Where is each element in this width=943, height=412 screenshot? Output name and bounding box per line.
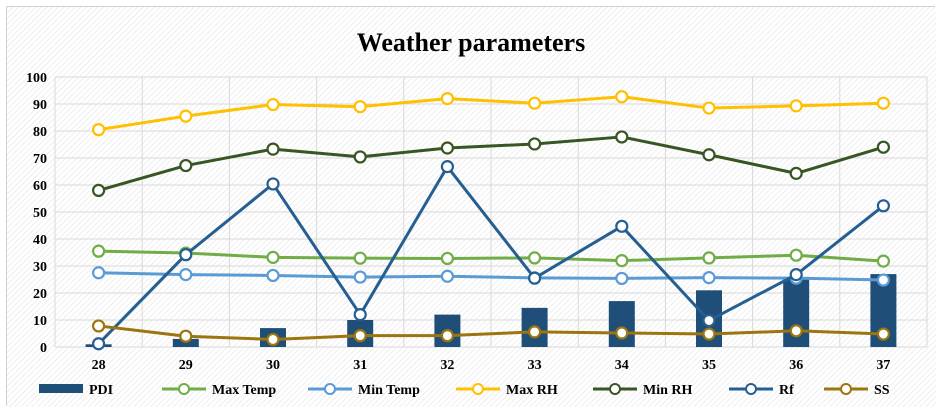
min-rh-legend-marker (610, 384, 620, 394)
min-rh-point (180, 160, 191, 171)
min-rh-legend-label: Min RH (643, 383, 693, 398)
x-tick-label: 28 (92, 358, 106, 373)
rf-point (791, 269, 802, 280)
y-tick-label: 40 (33, 233, 47, 248)
max-temp-point (704, 252, 715, 263)
max-rh-point (616, 91, 627, 102)
min-rh-point (878, 142, 889, 153)
rf-legend-label: Rf (779, 383, 794, 398)
ss-point (355, 330, 366, 341)
y-tick-label: 100 (26, 71, 47, 86)
max-temp-point (442, 253, 453, 264)
chart-frame: Weather parameters 0 10 20 30 40 50 60 70 80 90 10… (6, 6, 935, 406)
max-temp-point (93, 246, 104, 257)
max-rh-point (180, 111, 191, 122)
rf-legend-marker (746, 384, 756, 394)
max-rh-point (355, 101, 366, 112)
min-temp-point (616, 273, 627, 284)
min-temp-point (878, 275, 889, 286)
y-tick-label: 60 (33, 179, 47, 194)
ss-point (704, 329, 715, 340)
x-tick-label: 33 (528, 358, 542, 373)
y-tick-label: 30 (33, 260, 47, 275)
pdi-legend-swatch (39, 384, 83, 393)
ss-legend-marker (841, 384, 851, 394)
max-temp-point (268, 252, 279, 263)
x-tick-label: 37 (876, 358, 890, 373)
max-temp-legend-label: Max Temp (212, 383, 276, 398)
rf-point (616, 221, 627, 232)
rf-point (180, 249, 191, 260)
min-temp-point (180, 269, 191, 280)
min-temp-point (704, 272, 715, 283)
max-rh-point (93, 124, 104, 135)
x-tick-label: 36 (789, 358, 803, 373)
x-tick-label: 31 (353, 358, 367, 373)
min-rh-point (791, 168, 802, 179)
x-tick-label: 30 (266, 358, 280, 373)
y-tick-label: 10 (33, 314, 47, 329)
y-tick-label: 90 (33, 98, 47, 113)
y-tick-label: 0 (40, 341, 47, 356)
ss-point (442, 330, 453, 341)
y-tick-label: 20 (33, 287, 47, 302)
min-rh-point (355, 151, 366, 162)
rf-point (878, 200, 889, 211)
min-temp-point (355, 272, 366, 283)
min-rh-point (704, 149, 715, 160)
ss-point (93, 320, 104, 331)
max-temp-point (791, 250, 802, 261)
chart-title: Weather parameters (357, 28, 585, 57)
ss-point (180, 331, 191, 342)
pdi-bar (609, 301, 635, 347)
y-tick-label: 70 (33, 152, 47, 167)
min-temp-legend-label: Min Temp (358, 383, 420, 398)
max-temp-legend-marker (179, 384, 189, 394)
weather-chart: Weather parameters 0 10 20 30 40 50 60 70 80 90 10… (7, 7, 936, 407)
max-rh-point (442, 93, 453, 104)
x-tick-label: 29 (179, 358, 193, 373)
min-rh-point (442, 143, 453, 154)
max-rh-point (878, 98, 889, 109)
max-rh-point (791, 100, 802, 111)
rf-point (268, 178, 279, 189)
max-rh-point (529, 98, 540, 109)
ss-point (791, 325, 802, 336)
ss-point (878, 329, 889, 340)
max-rh-legend-label: Max RH (506, 383, 558, 398)
min-rh-point (616, 131, 627, 142)
x-tick-label: 32 (440, 358, 454, 373)
min-temp-legend-marker (325, 384, 335, 394)
min-rh-point (529, 138, 540, 149)
max-rh-point (268, 99, 279, 110)
rf-point (529, 273, 540, 284)
min-temp-point (442, 271, 453, 282)
min-temp-point (268, 270, 279, 281)
max-temp-point (616, 255, 627, 266)
max-temp-point (355, 253, 366, 264)
max-temp-point (878, 256, 889, 267)
ss-legend-label: SS (874, 383, 890, 398)
x-tick-label: 34 (615, 358, 629, 373)
rf-point (704, 315, 715, 326)
max-rh-point (704, 103, 715, 114)
min-rh-point (268, 144, 279, 155)
min-temp-point (93, 267, 104, 278)
max-rh-legend-marker (473, 384, 483, 394)
ss-point (616, 327, 627, 338)
pdi-legend-label: PDI (89, 383, 113, 398)
y-tick-label: 50 (33, 206, 47, 221)
y-tick-label: 80 (33, 125, 47, 140)
ss-point (268, 334, 279, 345)
rf-point (93, 338, 104, 349)
rf-point (355, 309, 366, 320)
min-rh-point (93, 185, 104, 196)
x-tick-label: 35 (702, 358, 716, 373)
ss-point (529, 326, 540, 337)
max-temp-point (529, 252, 540, 263)
rf-point (442, 161, 453, 172)
